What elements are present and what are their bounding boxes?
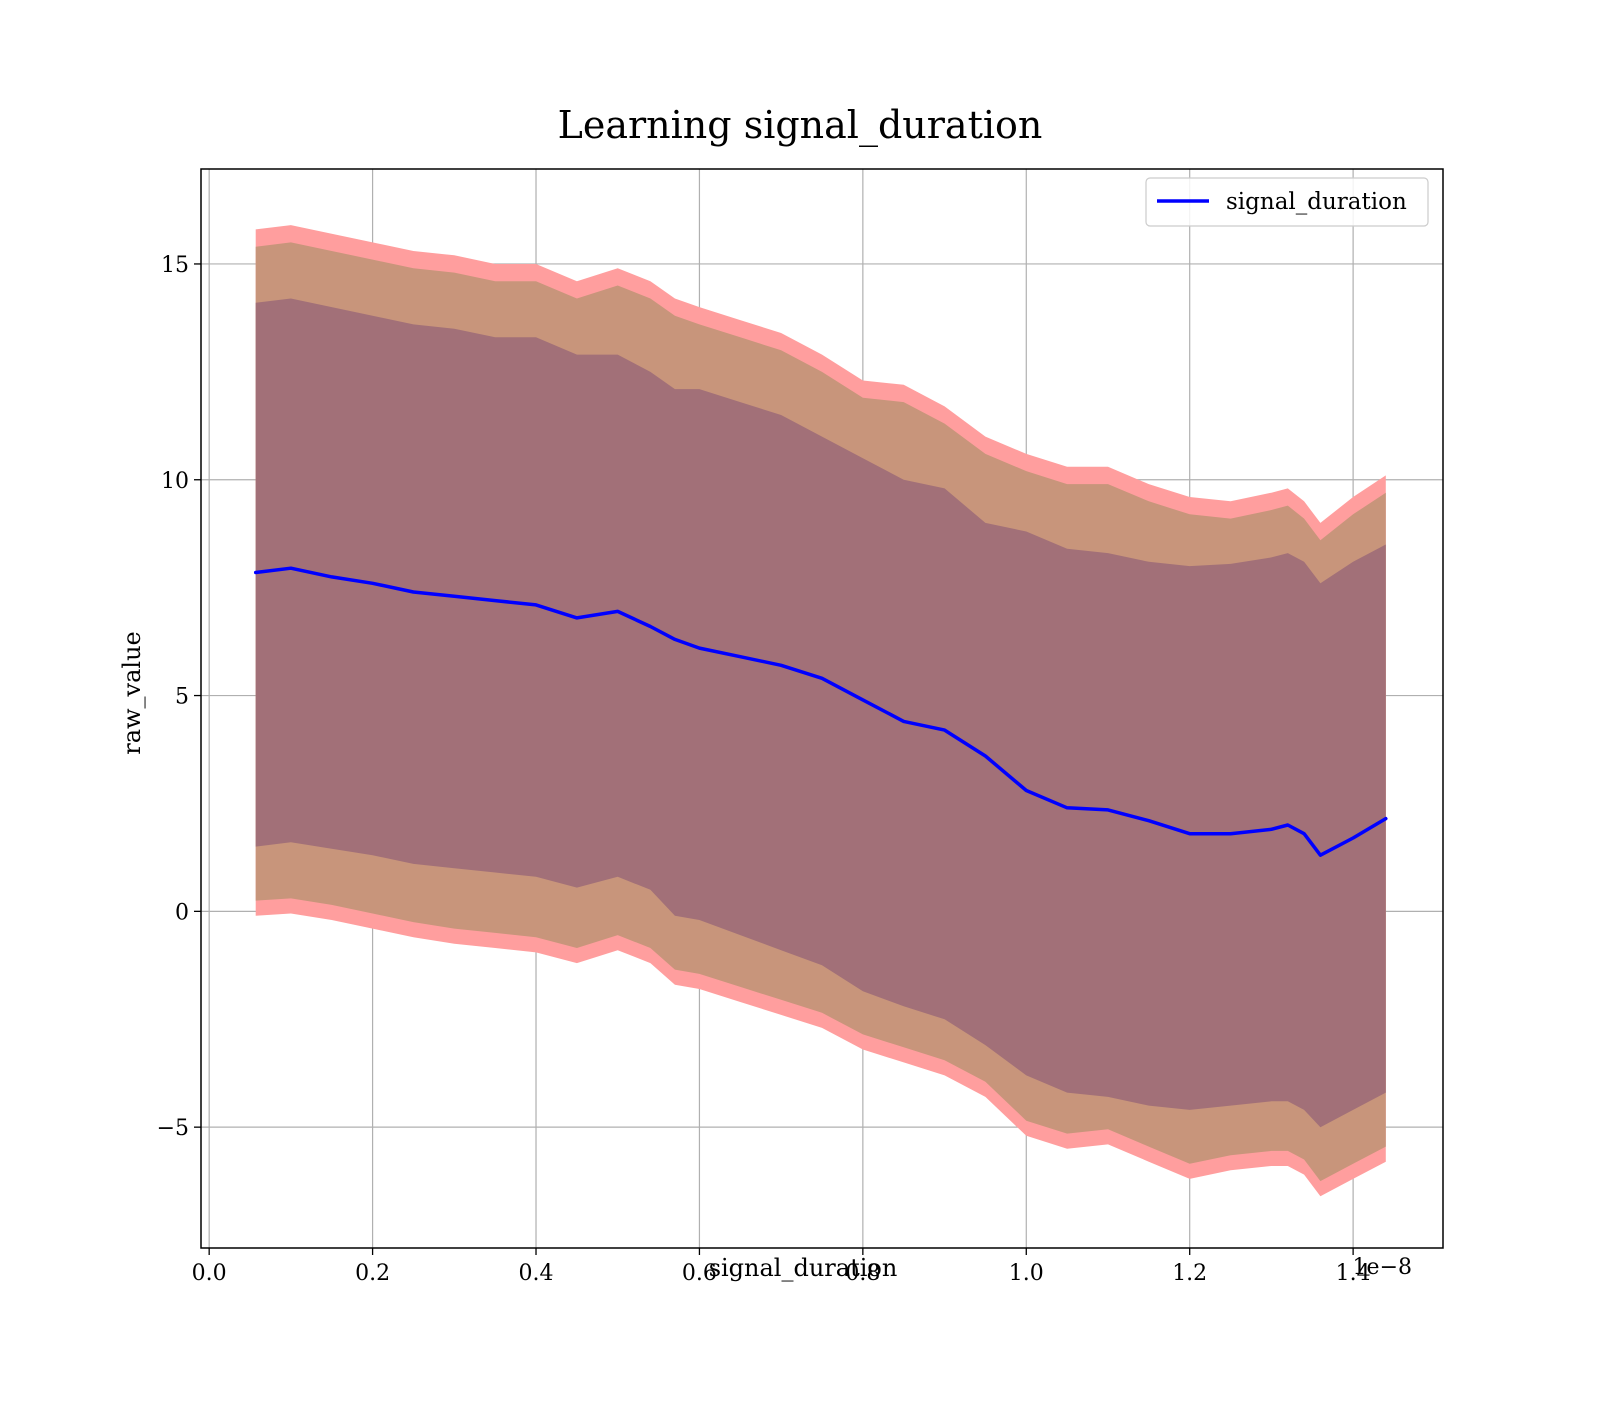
x-axis-label: signal_duration bbox=[709, 1254, 898, 1282]
legend-label: signal_duration bbox=[1226, 189, 1407, 215]
legend: signal_duration bbox=[1145, 177, 1429, 227]
y-axis-ticks: 15 10 5 0 −5 bbox=[157, 253, 201, 1141]
chart-title: Learning signal_duration bbox=[558, 103, 1043, 148]
y-axis-label: raw_value bbox=[118, 631, 146, 755]
y-tick-label: −5 bbox=[157, 1116, 189, 1141]
mean-line-layer bbox=[253, 566, 1388, 857]
plot-frame bbox=[200, 168, 1444, 1249]
series-line-signal-duration bbox=[253, 566, 1388, 857]
x-tick-label: 0.4 bbox=[519, 1261, 554, 1286]
x-tick-label: 1.0 bbox=[1009, 1261, 1044, 1286]
y-tick-label: 10 bbox=[161, 469, 189, 494]
y-tick-label: 0 bbox=[175, 900, 189, 925]
x-tick-label: 1.4 bbox=[1336, 1261, 1371, 1286]
x-axis-ticks: 0.0 0.2 0.4 0.6 0.8 1.0 1.2 1.4 bbox=[192, 1248, 1371, 1286]
confidence-bands bbox=[255, 225, 1386, 1197]
x-tick-label: 0.6 bbox=[682, 1261, 717, 1286]
x-axis-offset-label: 1e−8 bbox=[1353, 1255, 1412, 1280]
x-tick-label: 0.0 bbox=[192, 1261, 227, 1286]
y-tick-label: 15 bbox=[161, 253, 189, 278]
x-tick-label: 1.2 bbox=[1172, 1261, 1207, 1286]
legend-box bbox=[1145, 177, 1429, 227]
x-tick-label: 0.2 bbox=[355, 1261, 390, 1286]
x-tick-label: 0.8 bbox=[845, 1261, 880, 1286]
inner-band bbox=[255, 298, 1386, 1128]
y-tick-label: 5 bbox=[175, 685, 189, 710]
